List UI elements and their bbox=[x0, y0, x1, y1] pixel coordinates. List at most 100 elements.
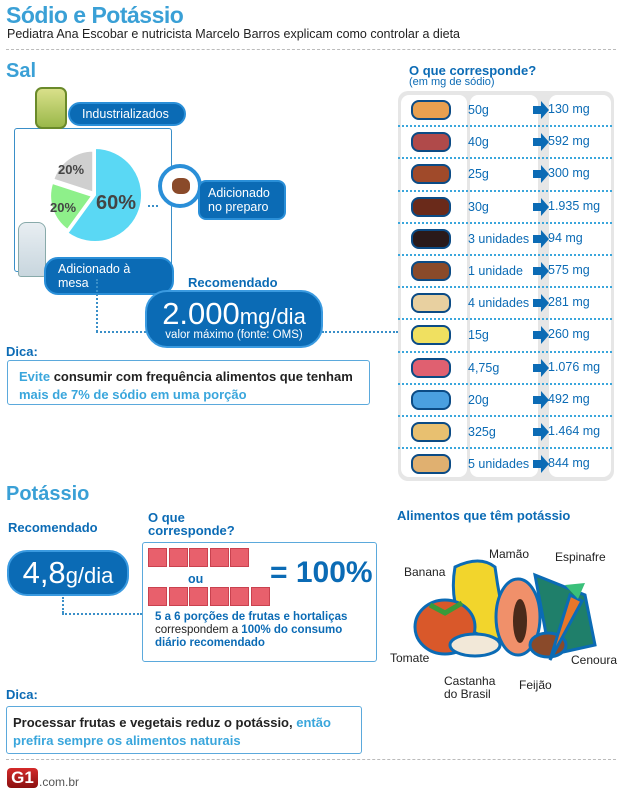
divider bbox=[6, 49, 616, 50]
or-label: ou bbox=[188, 572, 204, 586]
portion-square bbox=[230, 587, 249, 606]
sodium-value: 300 mg bbox=[548, 166, 590, 181]
label-line: Castanha bbox=[444, 674, 496, 688]
recommended-sodium-badge: 2.000mg/dia valor máximo (fonte: OMS) bbox=[145, 290, 323, 348]
arrow-right-icon bbox=[533, 390, 549, 409]
bread-icon bbox=[406, 97, 456, 123]
arrow-right-icon bbox=[533, 358, 549, 377]
pie-label-mesa: 20% bbox=[50, 200, 77, 215]
potassium-foods-illustration bbox=[413, 559, 597, 661]
recommended-potassium-badge: 4,8g/dia bbox=[7, 550, 129, 596]
portion-amount: 1 unidade bbox=[468, 264, 523, 278]
row-separator bbox=[398, 125, 612, 128]
title-line: O que bbox=[148, 510, 185, 525]
sodium-value: 1.935 mg bbox=[548, 198, 601, 213]
tip-label: Dica: bbox=[6, 344, 38, 359]
label-line: no preparo bbox=[208, 200, 269, 214]
carrot-icon bbox=[548, 583, 585, 661]
table-row: 15g 260 mg bbox=[398, 319, 614, 351]
row-separator bbox=[398, 447, 612, 450]
sodium-value: 575 mg bbox=[548, 263, 590, 277]
tip-highlight: mais de 7% de sódio em uma porção bbox=[19, 387, 247, 402]
portions-description: 5 a 6 porções de frutas e hortaliças cor… bbox=[155, 611, 375, 650]
table-title: O que corresponde? bbox=[409, 63, 537, 78]
jar-icon bbox=[35, 87, 67, 129]
table-row: 25g 300 mg bbox=[398, 158, 614, 190]
food-label-cenoura: Cenoura bbox=[571, 653, 618, 667]
connector bbox=[322, 331, 398, 333]
sodium-value: 260 mg bbox=[548, 327, 590, 342]
portion-amount: 5 unidades bbox=[468, 457, 530, 472]
food-label-castanha: Castanha do Brasil bbox=[444, 675, 495, 701]
soup-bowl-icon bbox=[406, 387, 456, 413]
pie-slice bbox=[49, 181, 94, 232]
row-separator bbox=[398, 189, 612, 192]
pie-label-industrializados: 20% bbox=[58, 162, 85, 177]
portion-amount: 50g bbox=[468, 103, 489, 117]
portion-amount: 25g bbox=[468, 167, 489, 182]
page-subtitle: Pediatra Ana Escobar e nutricista Marcel… bbox=[7, 27, 460, 41]
chocolate-bar-icon bbox=[406, 258, 456, 284]
portion-amount: 4 unidades bbox=[468, 296, 530, 311]
desc-line: diário recomendado bbox=[155, 637, 265, 649]
portion-square bbox=[168, 548, 188, 567]
row-separator bbox=[398, 157, 612, 160]
potassium-recommended-label: Recomendado bbox=[8, 520, 98, 535]
table-row: 50g 130 mg bbox=[398, 94, 614, 126]
connector bbox=[96, 331, 146, 333]
pie-slice bbox=[52, 149, 95, 194]
section-title-potassio: Potássio bbox=[6, 483, 90, 505]
recommended-label: Recomendado bbox=[188, 275, 278, 290]
sodium-value: 1.464 mg bbox=[548, 424, 601, 438]
table-row: 3 unidades 94 mg bbox=[398, 223, 614, 255]
arrow-right-icon bbox=[533, 326, 549, 345]
table-row: 4 unidades 281 mg bbox=[398, 287, 614, 319]
row-separator bbox=[398, 382, 612, 385]
label-adicionado-mesa: Adicionado à mesa bbox=[44, 257, 174, 295]
g1-logo[interactable]: G1 bbox=[7, 768, 38, 788]
arrow-right-icon bbox=[533, 262, 549, 280]
connector bbox=[62, 597, 64, 613]
arrow-right-icon bbox=[533, 133, 549, 152]
arrow-right-icon bbox=[533, 197, 549, 216]
label-industrializados: Industrializados bbox=[68, 102, 186, 126]
recommended-value: 2.000 bbox=[162, 296, 240, 331]
portion-amount: 20g bbox=[468, 392, 489, 407]
row-separator bbox=[398, 415, 612, 417]
desc-highlight: 100% do consumo bbox=[241, 624, 343, 636]
divider bbox=[6, 759, 616, 760]
portion-square bbox=[209, 548, 229, 567]
portion-square bbox=[189, 587, 208, 606]
row-separator bbox=[398, 286, 612, 289]
row-separator bbox=[398, 318, 612, 321]
connector bbox=[96, 279, 98, 332]
portion-amount: 15g bbox=[468, 328, 489, 343]
portion-square bbox=[168, 587, 188, 606]
portion-amount: 3 unidades bbox=[468, 231, 530, 246]
food-label-tomate: Tomate bbox=[390, 651, 430, 665]
food-label-banana: Banana bbox=[404, 565, 446, 579]
salt-shaker-icon bbox=[18, 222, 46, 277]
table-row: 325g 1.464 mg bbox=[398, 416, 614, 448]
portion-amount: 40g bbox=[468, 135, 489, 150]
food-label-feijao: Feijão bbox=[519, 678, 552, 692]
seasoning-packet-icon bbox=[406, 355, 456, 381]
tip-text: consumir com frequência alimentos que te… bbox=[50, 369, 353, 384]
potassium-value: 4,8 bbox=[22, 555, 66, 590]
tip-highlight: então prefira sempre os alimentos natura… bbox=[13, 715, 331, 748]
page-title: Sódio e Potássio bbox=[6, 2, 184, 28]
equals-100-percent: = 100% bbox=[270, 556, 373, 589]
portion-square bbox=[250, 587, 270, 606]
table-row: 20g 492 mg bbox=[398, 384, 614, 416]
row-separator bbox=[398, 221, 612, 224]
arrow-right-icon bbox=[533, 455, 549, 474]
arrow-right-icon bbox=[533, 101, 549, 119]
pie-slice bbox=[65, 146, 143, 243]
sodium-value: 592 mg bbox=[548, 134, 590, 149]
section-title-sal: Sal bbox=[6, 60, 37, 82]
foods-title: Alimentos que têm potássio bbox=[397, 508, 571, 523]
sausage-fork-icon bbox=[406, 161, 456, 187]
plate-icon bbox=[158, 164, 202, 208]
sodium-value: 844 mg bbox=[548, 456, 590, 471]
desc-line: 5 a 6 porções de frutas e hortaliças bbox=[155, 611, 348, 623]
